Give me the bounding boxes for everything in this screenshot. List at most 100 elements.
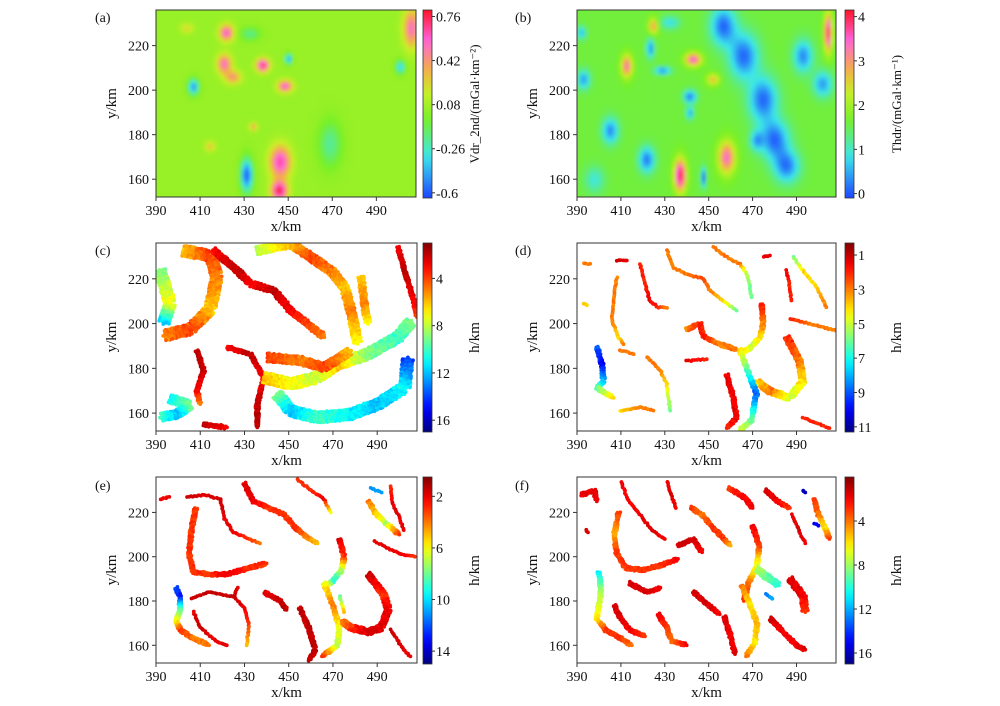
heatmap-cell [577,90,581,95]
heatmap-cell [400,116,405,121]
heatmap-cell [189,180,194,185]
heatmap-cell [311,140,316,145]
heatmap-cell [413,136,416,141]
heatmap-cell [294,63,299,68]
heatmap-cell [189,133,194,138]
heatmap-cell [235,70,240,75]
heatmap-cell [311,83,316,88]
heatmap-cell [403,56,408,61]
heatmap-cell [265,96,270,101]
heatmap-cell [241,183,246,188]
heatmap-cell [324,160,329,165]
heatmap-cell [195,36,200,41]
heatmap-cell [341,86,346,91]
heatmap-cell [265,177,270,181]
heatmap-cell [413,33,416,38]
heatmap-cell [331,80,336,85]
heatmap-cell [397,76,402,81]
heatmap-cell [179,163,184,168]
heatmap-cell [159,66,164,71]
heatmap-cell [195,190,200,195]
heatmap-cell [165,116,170,121]
heatmap-cell [268,3,272,7]
heatmap-cell [255,136,260,141]
heatmap-cell [410,36,415,41]
heatmap-cell [202,100,207,105]
heatmap-cell [162,26,167,31]
heatmap-cell [314,100,319,105]
heatmap-cell [410,110,415,115]
heatmap-cell [165,173,170,178]
heatmap-cell [337,140,342,145]
heatmap-cell [407,177,412,181]
heatmap-cell [301,140,306,145]
heatmap-cell [271,146,276,151]
heatmap-cell [294,23,299,28]
heatmap-cell [360,177,365,181]
heatmap-cell [185,80,190,85]
heatmap-cell [354,193,359,197]
heatmap-cell [225,13,230,18]
heatmap-cell [308,86,312,91]
heatmap-cell [377,53,382,58]
heatmap-cell [271,106,276,111]
heatmap-cell [374,23,379,28]
heatmap-cell [232,70,236,75]
heatmap-cell [370,133,375,138]
heatmap-cell [235,96,240,101]
heatmap-cell [195,10,200,14]
heatmap-cell [175,26,180,31]
heatmap-cell [337,23,342,28]
heatmap-cell [228,110,233,115]
heatmap-cell [222,197,226,201]
heatmap-cell [417,77,421,81]
heatmap-cell [344,90,349,95]
heatmap-cell [360,16,365,21]
heatmap-cell [284,10,289,14]
heatmap-cell [397,193,402,197]
heatmap-cell [337,66,342,71]
heatmap-cell [370,110,375,115]
heatmap-cell [271,70,276,75]
heatmap-cell [195,33,200,38]
heatmap-cell [195,146,200,151]
heatmap-cell [248,23,253,28]
heatmap-cell [215,183,220,188]
heatmap-cell [324,166,329,171]
heatmap-cell [364,100,369,105]
heatmap-cell [367,63,372,68]
heatmap-cell [377,63,382,68]
heatmap-cell [311,50,316,55]
heatmap-cell [281,116,286,121]
heatmap-cell [577,113,581,118]
heatmap-cell [311,160,316,165]
heatmap-cell [199,110,203,115]
heatmap-cell [417,97,421,101]
heatmap-cell [189,106,194,111]
heatmap-cell [228,173,233,178]
heatmap-cell [410,166,415,171]
heatmap-cell [324,156,329,161]
heatmap-cell [374,100,379,105]
heatmap-cell [327,136,332,141]
heatmap-cell [172,50,177,55]
heatmap-cell [189,86,194,91]
heatmap-cell [248,76,253,81]
heatmap-cell [258,26,263,31]
heatmap-cell [413,160,416,165]
heatmap-cell [225,133,230,138]
heatmap-cell [360,163,365,168]
heatmap-cell [185,153,190,158]
heatmap-cell [347,30,352,34]
heatmap-cell [407,93,412,98]
heatmap-cell [208,43,213,48]
heatmap-cell [192,197,196,201]
heatmap-cell [384,126,389,131]
heatmap-cell [390,100,395,105]
heatmap-cell [417,197,421,201]
heatmap-cell [301,146,306,151]
heatmap-cell [225,136,230,141]
heatmap-cell [314,116,319,121]
heatmap-cell [192,90,197,95]
heatmap-cell [344,120,349,125]
